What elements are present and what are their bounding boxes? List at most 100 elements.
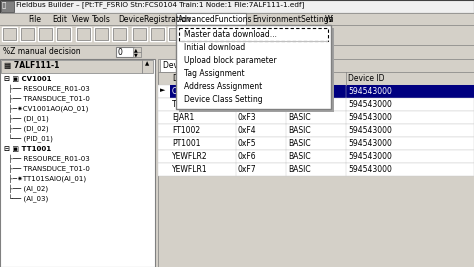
Text: ├── (DI_01): ├── (DI_01) bbox=[4, 115, 49, 123]
Text: %Z manual decision: %Z manual decision bbox=[3, 47, 81, 56]
Bar bbox=[188, 27, 203, 41]
Text: └── (PID_01): └── (PID_01) bbox=[4, 135, 53, 143]
Bar bbox=[158, 85, 474, 98]
Bar bbox=[94, 27, 109, 41]
Text: 594543000: 594543000 bbox=[348, 165, 392, 174]
Text: BASIC: BASIC bbox=[288, 139, 310, 148]
Bar bbox=[113, 28, 126, 40]
Text: 0xF1: 0xF1 bbox=[238, 87, 256, 96]
Text: ├── (AI_02): ├── (AI_02) bbox=[4, 185, 48, 193]
Bar bbox=[133, 47, 141, 52]
Bar bbox=[2, 27, 17, 41]
Bar bbox=[39, 28, 52, 40]
Text: ►: ► bbox=[160, 87, 165, 93]
Bar bbox=[158, 98, 474, 111]
Bar bbox=[3, 28, 16, 40]
Bar bbox=[20, 27, 35, 41]
Text: Device Class Setting: Device Class Setting bbox=[184, 95, 263, 104]
Bar bbox=[158, 59, 474, 267]
Text: BASIC: BASIC bbox=[288, 113, 310, 122]
Bar bbox=[169, 28, 182, 40]
Text: ⊟ ▣ CV1001: ⊟ ▣ CV1001 bbox=[4, 75, 52, 81]
Text: 594543000: 594543000 bbox=[348, 87, 392, 96]
Text: 0xF2: 0xF2 bbox=[238, 100, 256, 109]
Text: ▦ 7ALF111-1: ▦ 7ALF111-1 bbox=[4, 61, 59, 70]
Text: 0xF4: 0xF4 bbox=[238, 126, 256, 135]
Text: 594543000: 594543000 bbox=[348, 113, 392, 122]
Text: Upload block parameter: Upload block parameter bbox=[184, 56, 277, 65]
Bar bbox=[212, 59, 234, 72]
Text: ▼: ▼ bbox=[134, 53, 138, 57]
Text: AdvancedFunctions: AdvancedFunctions bbox=[178, 14, 253, 23]
Text: ▲: ▲ bbox=[134, 48, 138, 53]
Text: 0xF6: 0xF6 bbox=[238, 152, 256, 161]
Text: 述: 述 bbox=[2, 2, 6, 8]
Bar bbox=[95, 28, 108, 40]
Bar bbox=[38, 27, 53, 41]
Bar bbox=[21, 28, 34, 40]
Text: TT1001: TT1001 bbox=[172, 100, 201, 109]
Text: 0xF7: 0xF7 bbox=[238, 165, 256, 174]
Bar bbox=[56, 27, 71, 41]
Text: └── (AI_03): └── (AI_03) bbox=[4, 195, 48, 203]
Text: 0: 0 bbox=[118, 48, 123, 57]
Text: CV1001: CV1001 bbox=[172, 87, 202, 96]
Text: BASIC: BASIC bbox=[288, 165, 310, 174]
Bar bbox=[209, 28, 222, 40]
Bar bbox=[133, 28, 146, 40]
Text: View: View bbox=[72, 14, 90, 23]
Text: ├── RESOURCE_R01-03: ├── RESOURCE_R01-03 bbox=[4, 85, 90, 93]
Text: ├── TRANSDUCE_T01-0: ├── TRANSDUCE_T01-0 bbox=[4, 95, 90, 103]
Text: ├── TRANSDUCE_T01-0: ├── TRANSDUCE_T01-0 bbox=[4, 165, 90, 173]
Text: Tools: Tools bbox=[92, 14, 111, 23]
Bar bbox=[179, 28, 328, 41]
Bar bbox=[170, 85, 474, 98]
Bar bbox=[176, 25, 331, 109]
Text: Initial download: Initial download bbox=[184, 43, 245, 52]
Bar bbox=[158, 124, 474, 137]
Bar bbox=[0, 0, 474, 13]
Text: 0xF3: 0xF3 bbox=[238, 113, 256, 122]
Text: Wi: Wi bbox=[325, 14, 335, 23]
Text: EnvironmentSettings: EnvironmentSettings bbox=[252, 14, 333, 23]
Bar bbox=[77, 28, 90, 40]
Text: ├── RESOURCE_R01-03: ├── RESOURCE_R01-03 bbox=[4, 155, 90, 163]
Bar bbox=[1, 1, 14, 12]
Text: Master data download...: Master data download... bbox=[184, 30, 277, 39]
Bar bbox=[158, 72, 474, 85]
Text: 594543000: 594543000 bbox=[348, 126, 392, 135]
Bar bbox=[0, 45, 474, 59]
Bar bbox=[158, 163, 474, 176]
Bar bbox=[132, 27, 147, 41]
Bar bbox=[189, 28, 202, 40]
Text: YEWFLR2: YEWFLR2 bbox=[172, 152, 208, 161]
Bar bbox=[0, 59, 155, 267]
Bar bbox=[176, 13, 246, 25]
Text: PT1001: PT1001 bbox=[172, 139, 201, 148]
Bar bbox=[142, 60, 153, 73]
Bar bbox=[158, 137, 474, 150]
Bar bbox=[133, 52, 141, 57]
Text: BASIC: BASIC bbox=[288, 126, 310, 135]
Bar bbox=[1, 60, 142, 73]
Text: ├─✷TT101SAIO(AI_01): ├─✷TT101SAIO(AI_01) bbox=[4, 175, 86, 183]
Text: Fieldbus Builder – [Pt:TF_FSRIO Stn:FCS0104 Train:1 Node:1 File:7ALF111-1.edf]: Fieldbus Builder – [Pt:TF_FSRIO Stn:FCS0… bbox=[16, 2, 304, 8]
Text: 594543000: 594543000 bbox=[348, 152, 392, 161]
Bar bbox=[158, 111, 474, 124]
Text: YEWFLR1: YEWFLR1 bbox=[172, 165, 208, 174]
Bar bbox=[112, 27, 127, 41]
Bar bbox=[57, 28, 70, 40]
Bar bbox=[76, 27, 91, 41]
Text: ▲: ▲ bbox=[145, 61, 149, 66]
Bar bbox=[150, 27, 165, 41]
Bar bbox=[0, 25, 474, 45]
Text: 0xF5: 0xF5 bbox=[238, 139, 256, 148]
Bar bbox=[116, 47, 134, 57]
Text: Address Assignment: Address Assignment bbox=[184, 82, 262, 91]
Bar bbox=[0, 13, 474, 25]
Text: File: File bbox=[28, 14, 41, 23]
Text: ⊟ ▣ TT1001: ⊟ ▣ TT1001 bbox=[4, 145, 51, 151]
Bar bbox=[208, 27, 223, 41]
Text: BASIC: BASIC bbox=[288, 152, 310, 161]
Text: ├── (DI_02): ├── (DI_02) bbox=[4, 125, 49, 133]
